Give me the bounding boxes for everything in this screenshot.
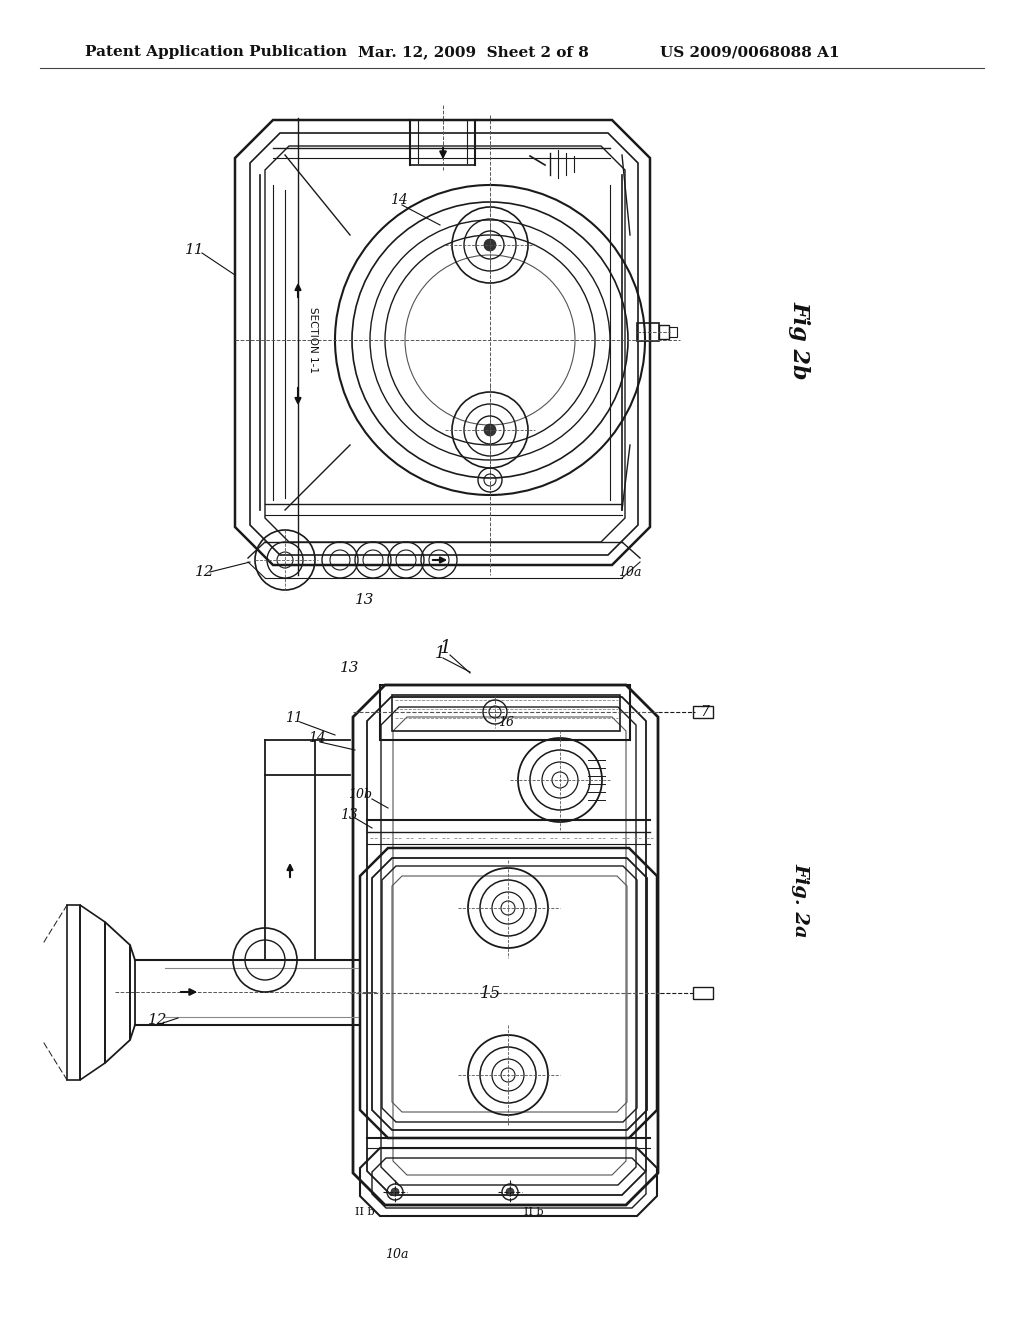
Bar: [693, 987, 713, 999]
Text: 14: 14: [390, 193, 408, 207]
Text: Fig 2b: Fig 2b: [790, 301, 811, 379]
Text: 14: 14: [308, 731, 326, 744]
Bar: [659, 325, 669, 339]
Text: 13: 13: [355, 593, 375, 607]
Text: Fig. 2a: Fig. 2a: [791, 863, 809, 937]
Text: II b: II b: [355, 1206, 375, 1217]
Text: 13: 13: [340, 661, 359, 675]
Circle shape: [506, 1188, 514, 1196]
Bar: [693, 706, 713, 718]
Bar: [380, 685, 630, 741]
Bar: [392, 696, 620, 731]
Text: 1: 1: [435, 644, 445, 661]
Text: 11: 11: [185, 243, 205, 257]
Text: 12: 12: [195, 565, 214, 579]
Text: SECTION 1-1: SECTION 1-1: [308, 308, 318, 374]
Text: Patent Application Publication: Patent Application Publication: [85, 45, 347, 59]
Bar: [669, 327, 677, 337]
Text: 13: 13: [340, 808, 357, 822]
Circle shape: [484, 424, 496, 436]
Text: 10a: 10a: [385, 1249, 409, 1262]
Text: 10b: 10b: [348, 788, 372, 801]
Text: 16: 16: [498, 717, 514, 730]
Text: 15: 15: [479, 985, 501, 1002]
Bar: [637, 323, 659, 341]
Text: 11: 11: [285, 711, 303, 725]
Circle shape: [484, 239, 496, 251]
Text: 10a: 10a: [618, 566, 641, 579]
Text: 7: 7: [700, 705, 709, 719]
Text: II b: II b: [524, 1206, 544, 1217]
Circle shape: [391, 1188, 399, 1196]
Text: US 2009/0068088 A1: US 2009/0068088 A1: [660, 45, 840, 59]
Text: 12: 12: [148, 1012, 168, 1027]
Text: 1: 1: [440, 639, 452, 657]
Text: Mar. 12, 2009  Sheet 2 of 8: Mar. 12, 2009 Sheet 2 of 8: [358, 45, 589, 59]
